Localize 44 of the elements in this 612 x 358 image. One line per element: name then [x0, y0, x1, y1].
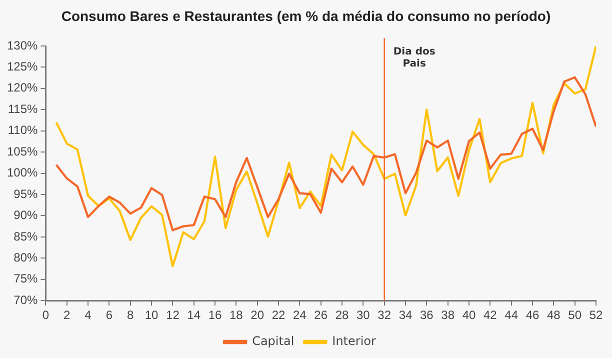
- y-tick-label: 115%: [8, 102, 38, 116]
- x-tick-label: 10: [144, 308, 159, 322]
- chart-title: Consumo Bares e Restaurantes (em % da média do consumo no período): [60, 7, 552, 26]
- x-tick-label: 30: [356, 308, 370, 322]
- y-tick-label: 80%: [14, 250, 38, 264]
- y-tick-label: 130%: [6, 38, 38, 52]
- x-tick-label: 22: [272, 308, 286, 322]
- x-tick-label: 12: [166, 308, 180, 322]
- y-tick-label: 125%: [6, 60, 38, 74]
- y-tick-label: 100%: [6, 166, 38, 180]
- y-tick-label: 75%: [14, 272, 38, 286]
- x-tick-label: 52: [589, 308, 603, 322]
- x-tick-label: 14: [187, 308, 201, 322]
- x-tick-label: 42: [483, 308, 498, 322]
- ref-line-label: Dia dos Pais: [393, 46, 436, 70]
- x-tick-label: 32: [378, 308, 392, 322]
- y-tick-label: 110%: [8, 123, 38, 138]
- y-tick-label: 90%: [14, 208, 38, 222]
- x-tick-label: 28: [335, 308, 350, 322]
- x-tick-label: 26: [314, 308, 328, 322]
- x-tick-label: 38: [441, 308, 455, 322]
- x-tick-label: 2: [64, 308, 71, 322]
- x-tick-label: 18: [230, 308, 244, 322]
- y-tick-label: 95%: [14, 186, 38, 201]
- y-tick-label: 70%: [14, 292, 38, 307]
- x-tick-label: 6: [106, 308, 113, 322]
- x-tick-label: 8: [127, 308, 134, 322]
- x-tick-label: 0: [42, 308, 50, 322]
- x-tick-label: 44: [504, 308, 518, 322]
- legend-label: Capital: [252, 334, 294, 348]
- x-tick-label: 34: [398, 308, 413, 322]
- x-tick-label: 50: [568, 308, 582, 322]
- x-tick-label: 40: [462, 308, 476, 322]
- legend-label: Interior: [332, 334, 376, 348]
- x-tick-label: 48: [546, 308, 561, 322]
- y-tick-label: 105%: [6, 144, 38, 158]
- x-tick-label: 46: [526, 308, 540, 322]
- x-tick-label: 20: [250, 308, 264, 322]
- x-tick-label: 36: [420, 308, 434, 322]
- y-tick-label: 120%: [6, 80, 38, 95]
- y-tick-label: 85%: [14, 229, 38, 244]
- x-tick-label: 4: [84, 308, 92, 322]
- x-tick-label: 24: [293, 308, 307, 322]
- x-tick-label: 16: [208, 308, 222, 322]
